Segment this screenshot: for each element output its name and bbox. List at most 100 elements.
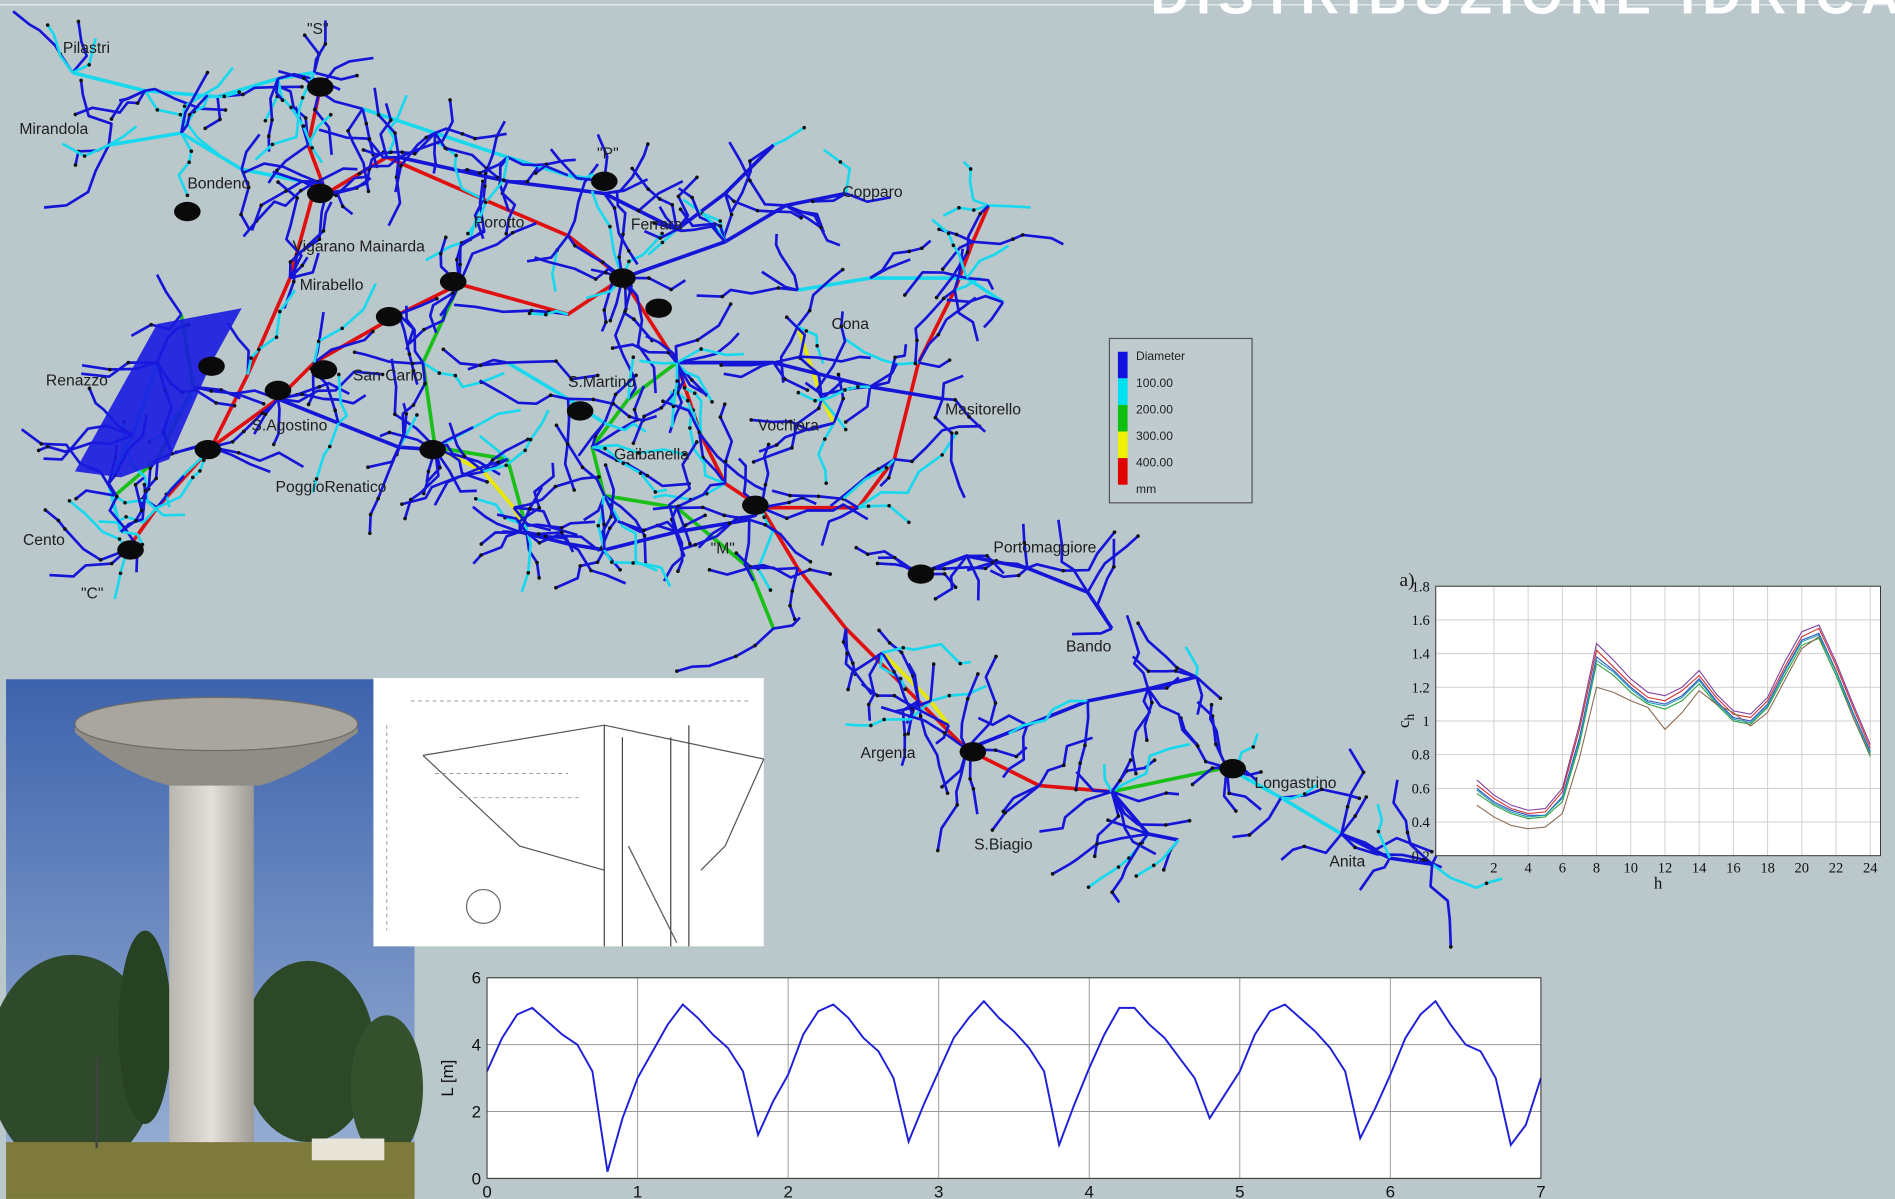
- pipe-node: [910, 459, 914, 464]
- pipe-branch: [1096, 538, 1116, 630]
- pipe-node: [1164, 686, 1169, 690]
- place-label: Masitorello: [945, 402, 1021, 419]
- pipe-branch: [903, 270, 968, 296]
- pipe-branch: [156, 474, 186, 509]
- pipe-node: [458, 262, 462, 267]
- drawing-circle: [465, 888, 501, 924]
- plot-area: [487, 977, 1541, 1179]
- pipe-node: [636, 451, 641, 455]
- legend-item: 300.00: [1136, 429, 1173, 443]
- pipe-node: [109, 561, 114, 566]
- pipe-node: [877, 628, 881, 633]
- pipe-node: [646, 187, 650, 191]
- pipe-node: [284, 189, 288, 193]
- pipe-node: [748, 159, 752, 163]
- pipe-branch: [941, 374, 964, 399]
- pipe-node: [669, 287, 673, 292]
- pipe-branch: [761, 496, 817, 509]
- pipe-node: [804, 329, 809, 333]
- pipe-node: [788, 493, 792, 498]
- y-axis-label: L [m]: [438, 1060, 457, 1097]
- pipe-branch: [820, 378, 846, 400]
- pipe-branch: [683, 386, 703, 436]
- pipe-branch: [823, 148, 852, 194]
- x-tick-label: 3: [934, 1183, 943, 1199]
- pipe-node: [913, 361, 918, 366]
- pipe-node: [300, 392, 304, 397]
- pipe-node: [947, 693, 952, 698]
- pipe-node: [839, 324, 844, 329]
- pipe-node: [263, 412, 268, 416]
- pipe-node: [438, 251, 443, 256]
- y-axis-label: ch: [1394, 714, 1417, 729]
- y-tick-label: 1.8: [1412, 579, 1430, 595]
- pipe-node: [473, 136, 477, 141]
- pipe: [676, 360, 943, 401]
- pipe-branch: [272, 398, 281, 445]
- pipe-node: [703, 513, 707, 518]
- pipe-node: [915, 338, 919, 343]
- legend-swatch: [1117, 404, 1128, 432]
- pipe-node: [455, 257, 459, 262]
- photo-tree: [350, 1015, 423, 1161]
- place-label: Ferrara: [631, 217, 683, 234]
- place-label: S.Agostino: [251, 417, 327, 434]
- pipe-node: [816, 494, 821, 499]
- pipe-branch: [788, 567, 799, 620]
- pipe-branch: [1376, 804, 1392, 859]
- pipe-branch: [1225, 767, 1262, 811]
- pipe-branch: [1039, 790, 1113, 833]
- x-tick-label: 2: [783, 1183, 792, 1199]
- pipe-node: [693, 543, 698, 547]
- pipe-node: [918, 714, 923, 719]
- pipe-node: [1078, 761, 1083, 765]
- legend-title: Diameter: [1136, 349, 1185, 363]
- pipe-node: [1173, 669, 1178, 673]
- pipe-branch: [675, 176, 698, 231]
- pipe-node: [187, 160, 191, 165]
- pipe-branch: [1008, 699, 1088, 735]
- pipe-node: [67, 498, 72, 503]
- x-tick-label: 22: [1829, 861, 1844, 877]
- pipe-node: [118, 571, 123, 576]
- pipe-branch: [812, 192, 847, 203]
- pipe-branch: [501, 180, 517, 234]
- pipe-node: [808, 559, 813, 564]
- pipe-node: [631, 561, 635, 565]
- pipe-node: [483, 200, 488, 205]
- pipe-node: [993, 748, 998, 752]
- pipe-node: [263, 118, 268, 123]
- pipe-node: [699, 347, 703, 351]
- pipe-node: [734, 654, 738, 659]
- pipe-node: [1151, 863, 1156, 868]
- pipe-node: [843, 427, 848, 432]
- pipe-node: [1116, 865, 1121, 869]
- pipe-node: [1302, 844, 1307, 849]
- pipe-node: [554, 359, 558, 363]
- pipe-node: [838, 160, 843, 164]
- pipe-node: [39, 442, 44, 446]
- pipe-node: [647, 276, 651, 280]
- pipe-node: [612, 206, 617, 210]
- pipe-branch: [857, 504, 910, 524]
- pipe-node: [413, 151, 417, 156]
- pipe-node: [323, 42, 328, 46]
- pipe-node: [239, 212, 243, 217]
- pipe-node: [887, 503, 891, 508]
- pipe-node: [689, 378, 694, 382]
- pipe-node: [554, 585, 558, 590]
- pipe-branch: [658, 205, 678, 231]
- pipe-branch: [1001, 724, 1029, 779]
- pipe-branch: [972, 233, 1064, 246]
- plot-frame: [486, 977, 1542, 1179]
- pipe-node: [232, 403, 237, 408]
- pipe-branch: [1051, 832, 1149, 876]
- data-line: [1476, 634, 1871, 818]
- pipe-node: [437, 371, 442, 375]
- pipe-node: [618, 567, 622, 572]
- charts: 0.20.40.60.811.21.41.61.82 4 6 8 10 12 14 16 18 2…: [438, 570, 1881, 1199]
- place-label: Bando: [1066, 638, 1112, 655]
- pipe-node: [45, 23, 50, 27]
- pipe-node: [610, 346, 615, 350]
